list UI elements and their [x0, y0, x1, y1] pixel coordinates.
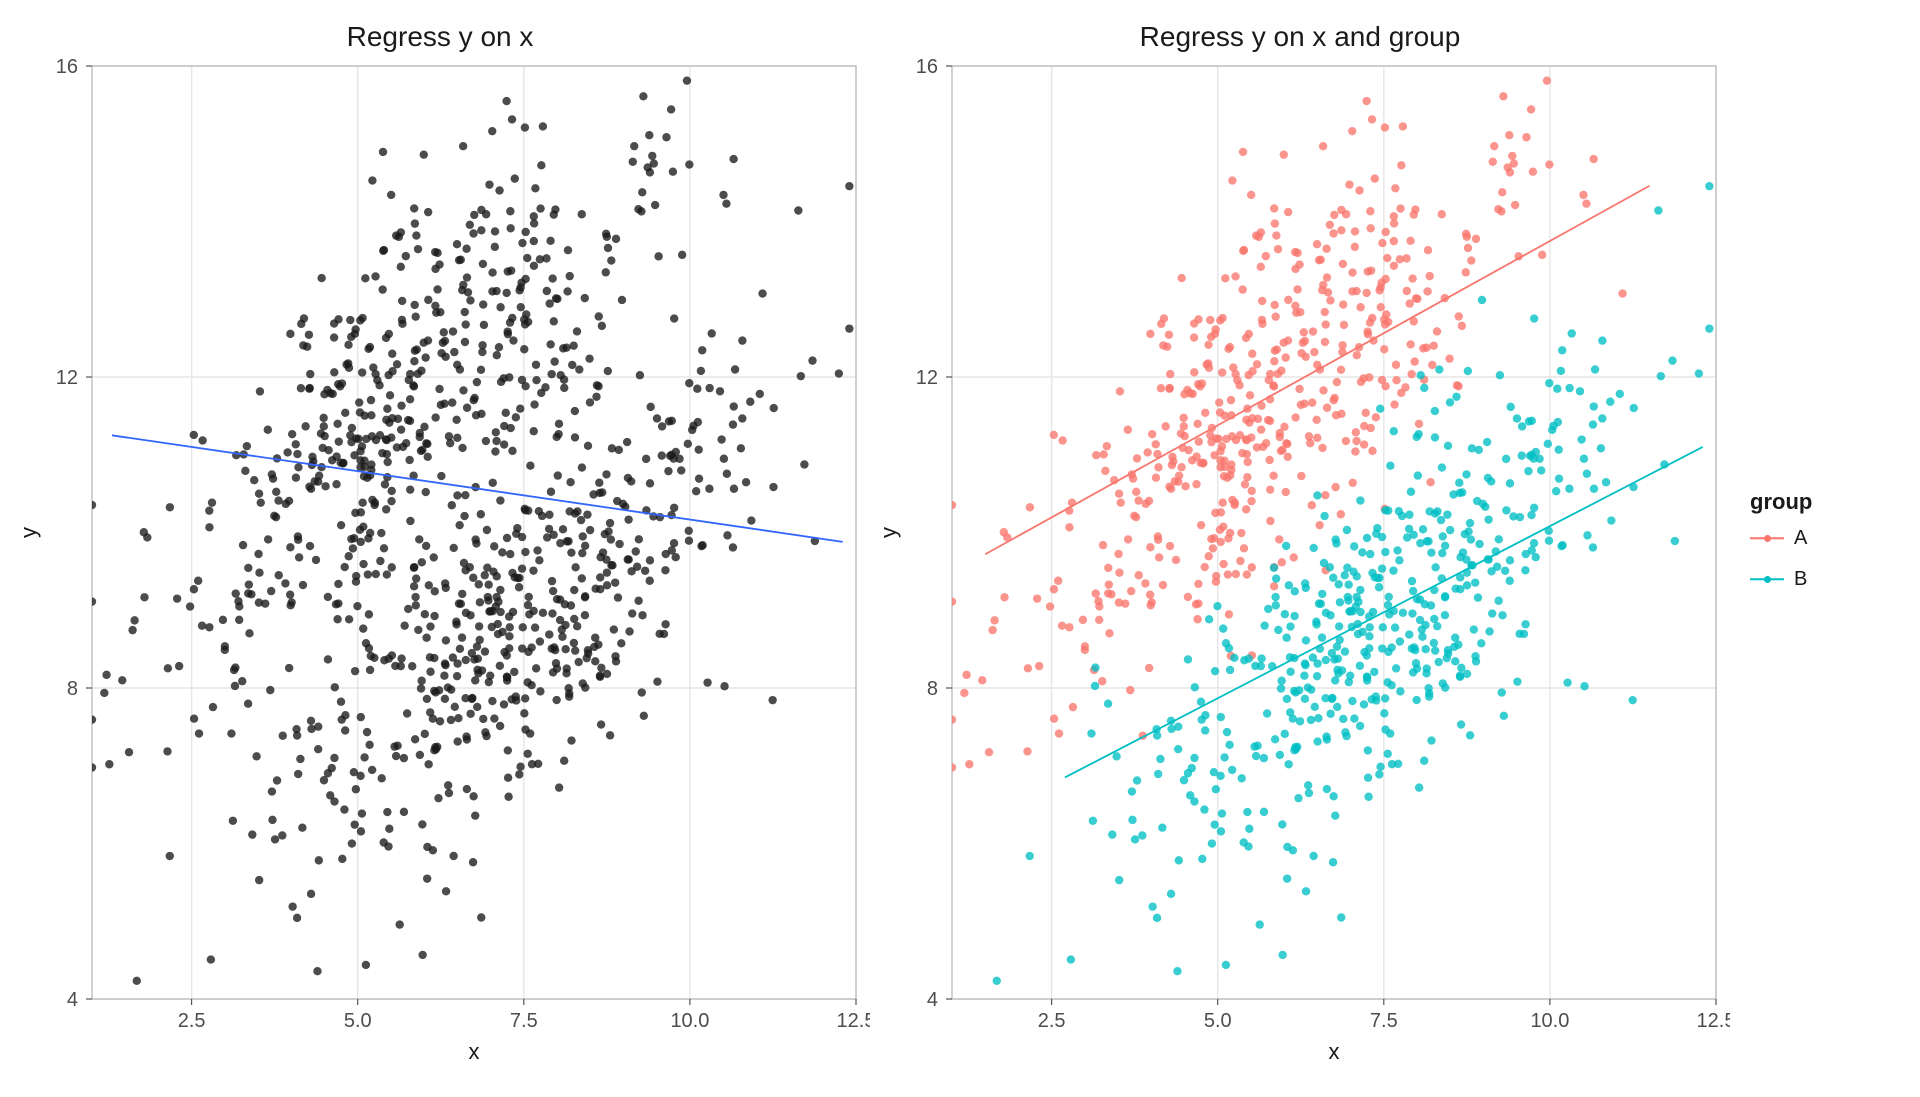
legend-dot-icon [1764, 576, 1771, 583]
svg-text:y: y [876, 527, 901, 538]
svg-text:8: 8 [67, 678, 78, 700]
svg-text:4: 4 [927, 989, 938, 1011]
panel-left: Regress y on x 2.5 5.0 7.5 10.0 12.5 4 8 12 16 x y [10, 20, 870, 1077]
panel-right-title: Regress y on x and group [1140, 20, 1461, 54]
svg-text:5.0: 5.0 [344, 1010, 372, 1032]
panel-right: Regress y on x and group 2.5 5.0 7.5 10.0 12… [870, 20, 1730, 1077]
svg-text:2.5: 2.5 [1038, 1010, 1066, 1032]
svg-text:12: 12 [56, 367, 78, 389]
svg-text:2.5: 2.5 [178, 1010, 206, 1032]
svg-text:12.5: 12.5 [1697, 1010, 1730, 1032]
legend-title: group [1750, 489, 1870, 515]
svg-text:16: 16 [56, 58, 78, 78]
legend-label-b: B [1794, 568, 1807, 591]
chart-right: 2.5 5.0 7.5 10.0 12.5 4 8 12 16 x y [870, 58, 1730, 1077]
svg-text:16: 16 [916, 58, 938, 78]
svg-text:7.5: 7.5 [1370, 1010, 1398, 1032]
legend-swatch-b [1750, 569, 1784, 589]
svg-text:x: x [1329, 1039, 1340, 1064]
svg-text:7.5: 7.5 [510, 1010, 538, 1032]
svg-text:12.5: 12.5 [837, 1010, 870, 1032]
panel-left-title: Regress y on x [347, 20, 534, 54]
svg-text:y: y [16, 527, 41, 538]
legend: group A B [1730, 20, 1870, 1077]
chart-left: 2.5 5.0 7.5 10.0 12.5 4 8 12 16 x y [10, 58, 870, 1077]
svg-text:x: x [469, 1039, 480, 1064]
legend-item-a: A [1750, 527, 1870, 550]
svg-text:10.0: 10.0 [1530, 1010, 1569, 1032]
legend-swatch-a [1750, 528, 1784, 548]
figure-container: Regress y on x 2.5 5.0 7.5 10.0 12.5 4 8 12 16 x y… [0, 0, 1920, 1097]
legend-label-a: A [1794, 527, 1807, 550]
svg-text:12: 12 [916, 367, 938, 389]
svg-text:8: 8 [927, 678, 938, 700]
svg-text:5.0: 5.0 [1204, 1010, 1232, 1032]
svg-text:10.0: 10.0 [670, 1010, 709, 1032]
svg-text:4: 4 [67, 989, 78, 1011]
legend-item-b: B [1750, 568, 1870, 591]
legend-dot-icon [1764, 535, 1771, 542]
